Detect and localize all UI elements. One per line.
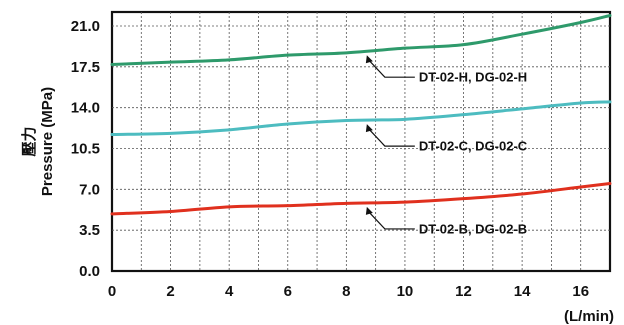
y-tick-label: 10.5 [71,141,100,158]
y-tick-label: 21.0 [71,18,100,35]
x-tick-label: 6 [284,283,292,300]
x-tick-label: 0 [108,283,116,300]
annotation-arrowhead [365,124,373,133]
plot-area [110,10,612,273]
annotation-leader [368,211,415,230]
series-annotation-label: DT-02-B, DG-02-B [419,221,527,236]
axis-layer: 0.0 3.5 7.0 10.5 14.0 17.5 21.0 0 2 4 6 8 10 12 14 16 [71,18,589,300]
y-tick-label: 17.5 [71,59,100,76]
x-tick-label: 2 [166,283,174,300]
series-line-1 [110,14,612,66]
series-line-3 [110,182,612,216]
series-layer [110,14,612,216]
x-tick-label: 4 [225,283,234,300]
series-annotation-label: DT-02-H, DG-02-H [419,70,527,85]
x-tick-label: 10 [397,283,414,300]
annotation-arrowhead [365,55,373,64]
x-tick-label: 12 [455,283,472,300]
y-axis-label-en: Pressure (MPa) [39,87,56,196]
annotation-arrowhead [365,206,373,215]
annotation-leader [368,59,415,78]
x-tick-label: 14 [514,283,531,300]
y-tick-label: 14.0 [71,100,100,117]
series-annotation-label: DT-02-C, DG-02-C [419,139,528,154]
x-axis-label: (L/min) [564,308,614,325]
y-tick-label: 7.0 [79,181,100,198]
y-tick-label: 0.0 [79,263,100,280]
grid [112,12,610,271]
annotation-leader [368,128,415,147]
x-tick-label: 16 [572,283,589,300]
y-axis-label-cn: 壓力 [20,126,38,156]
x-tick-label: 8 [342,283,350,300]
y-tick-label: 3.5 [79,222,100,239]
annotation-layer: DT-02-H, DG-02-H DT-02-C, DG-02-C DT-02-B,… [365,55,528,236]
series-line-2 [110,100,612,136]
